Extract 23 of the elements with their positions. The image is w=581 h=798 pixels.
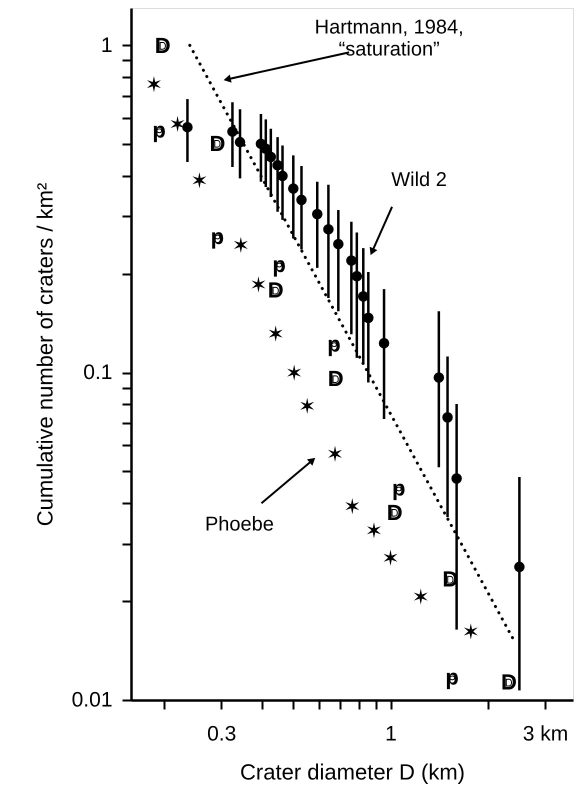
x-tick-label: 0.3: [207, 722, 236, 746]
text: p: [210, 224, 224, 249]
x-axis-title: Crater diameter D (km): [240, 760, 465, 784]
text: D: [500, 670, 517, 695]
annotation: Wild 2: [391, 168, 447, 191]
text: D: [328, 366, 344, 392]
series-label: p: [392, 476, 406, 501]
text: p: [327, 331, 341, 356]
text: p: [272, 252, 286, 277]
text: D: [268, 278, 284, 303]
x-tick-label: 3 km: [522, 722, 568, 746]
annotation: Hartmann, 1984, “saturation”: [314, 16, 464, 60]
y-tick-label: 0.01: [72, 688, 112, 712]
annotation: Phoebe: [204, 513, 274, 536]
text: D: [209, 130, 226, 156]
text: p: [152, 118, 166, 143]
x-tick-label: 1: [385, 722, 397, 746]
text: D: [154, 32, 171, 58]
series-label: D: [386, 500, 403, 525]
text: p: [445, 664, 459, 690]
y-tick-label: 1: [100, 34, 112, 57]
y-axis-title: Cumulative number of craters / km²: [32, 182, 58, 526]
y-tick-label: 0.1: [83, 361, 112, 384]
